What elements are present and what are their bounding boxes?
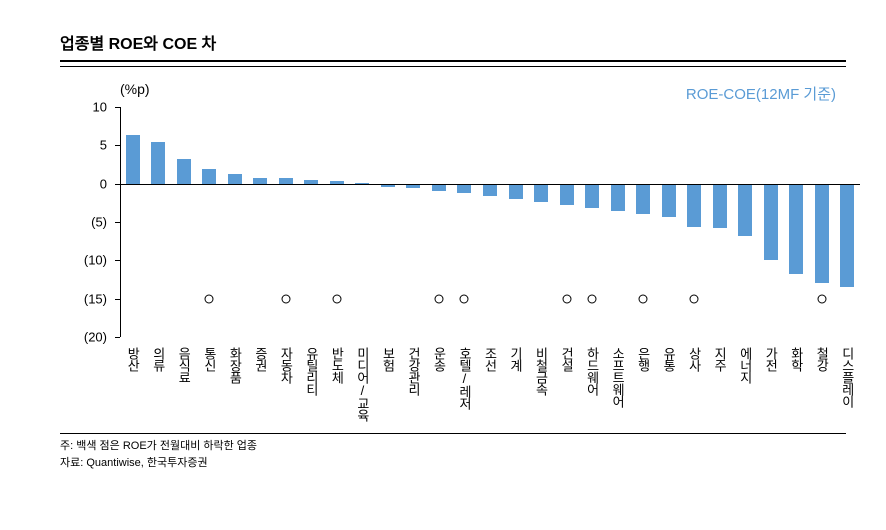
y-tick-label: 5 [100, 138, 107, 153]
y-tick [115, 107, 120, 108]
x-tick-label: 철강 [812, 347, 831, 371]
x-tick-label: 하드웨어 [583, 347, 602, 395]
decline-marker [562, 294, 571, 303]
x-tick-label: 음식료 [174, 347, 193, 383]
y-tick-label: (10) [84, 253, 107, 268]
bar [177, 159, 191, 184]
x-tick-label: 에너지 [736, 347, 755, 383]
bar [840, 184, 854, 288]
y-tick [115, 260, 120, 261]
chart-legend: ROE-COE(12MF 기준) [686, 83, 836, 104]
chart-title: 업종별 ROE와 COE 차 [60, 30, 846, 62]
x-tick-label: 조선 [481, 347, 500, 371]
x-tick-label: 유틸리티 [302, 347, 321, 395]
bar [534, 184, 548, 202]
x-tick-label: 보험 [378, 347, 397, 371]
y-tick [115, 222, 120, 223]
y-tick-label: (15) [84, 291, 107, 306]
decline-marker [205, 294, 214, 303]
bar [202, 169, 216, 184]
y-tick [115, 337, 120, 338]
bar [432, 184, 446, 191]
chart-container: 업종별 ROE와 COE 차 (%p) ROE-COE(12MF 기준) 10 5… [0, 0, 886, 481]
decline-marker [817, 294, 826, 303]
x-tick-label: 건강관리 [404, 347, 423, 395]
y-tick-label: (5) [91, 215, 107, 230]
decline-marker [434, 294, 443, 303]
x-tick-label: 가전 [761, 347, 780, 371]
bar [126, 135, 140, 184]
bar [636, 184, 650, 215]
x-tick-label: 유통 [659, 347, 678, 371]
y-tick [115, 299, 120, 300]
bar [151, 142, 165, 183]
y-tick-label: 10 [93, 100, 107, 115]
decline-marker [460, 294, 469, 303]
footnote-line: 자료: Quantiwise, 한국투자증권 [60, 455, 846, 472]
y-tick-label: (20) [84, 330, 107, 345]
y-axis-labels: 1050(5)(10)(15)(20) [60, 107, 115, 337]
x-axis-labels: 방산 의류 음식료 통신 화장품 증권 자동차 유틸리티 반도체 미디어/교육 보험 건강관리 운송 호텔… [120, 347, 860, 427]
x-tick-label: 호텔/레저 [455, 347, 474, 409]
bar [789, 184, 803, 274]
x-tick-label: 건설 [557, 347, 576, 371]
y-axis-unit: (%p) [120, 81, 150, 97]
decline-marker [639, 294, 648, 303]
decline-marker [281, 294, 290, 303]
bar [585, 184, 599, 209]
bar [509, 184, 523, 199]
x-tick-label: 의류 [149, 347, 168, 371]
bar [228, 174, 242, 183]
bar [815, 184, 829, 284]
x-tick-label: 기계 [506, 347, 525, 371]
x-tick-label: 자동차 [276, 347, 295, 383]
x-tick-label: 은행 [634, 347, 653, 371]
bar [457, 184, 471, 193]
bar [713, 184, 727, 228]
y-tick [115, 145, 120, 146]
bars-layer [120, 107, 860, 337]
x-tick-label: 상사 [685, 347, 704, 371]
title-underline [60, 66, 846, 67]
bar [687, 184, 701, 227]
x-tick-label: 화장품 [225, 347, 244, 383]
chart-area: (%p) ROE-COE(12MF 기준) 1050(5)(10)(15)(20… [60, 87, 846, 427]
x-tick-label: 통신 [200, 347, 219, 371]
footnotes: 주: 백색 점은 ROE가 전월대비 하락한 업종자료: Quantiwise,… [60, 433, 846, 471]
zero-axis-line [120, 184, 860, 185]
x-tick-label: 미디어/교육 [353, 347, 372, 421]
x-tick-label: 방산 [123, 347, 142, 371]
x-tick-label: 반도체 [327, 347, 346, 383]
bar [738, 184, 752, 236]
y-tick-label: 0 [100, 176, 107, 191]
decline-marker [588, 294, 597, 303]
bar [764, 184, 778, 260]
footnote-line: 주: 백색 점은 ROE가 전월대비 하락한 업종 [60, 438, 846, 455]
bar [560, 184, 574, 205]
decline-marker [332, 294, 341, 303]
x-tick-label: 소프트웨어 [608, 347, 627, 407]
x-tick-label: 운송 [429, 347, 448, 371]
x-tick-label: 비철금속 [532, 347, 551, 395]
x-tick-label: 디스플레이 [838, 347, 857, 407]
bar [483, 184, 497, 196]
bar [662, 184, 676, 217]
x-tick-label: 화학 [787, 347, 806, 371]
x-tick-label: 지주 [710, 347, 729, 371]
bar [611, 184, 625, 212]
decline-marker [690, 294, 699, 303]
x-tick-label: 증권 [251, 347, 270, 371]
